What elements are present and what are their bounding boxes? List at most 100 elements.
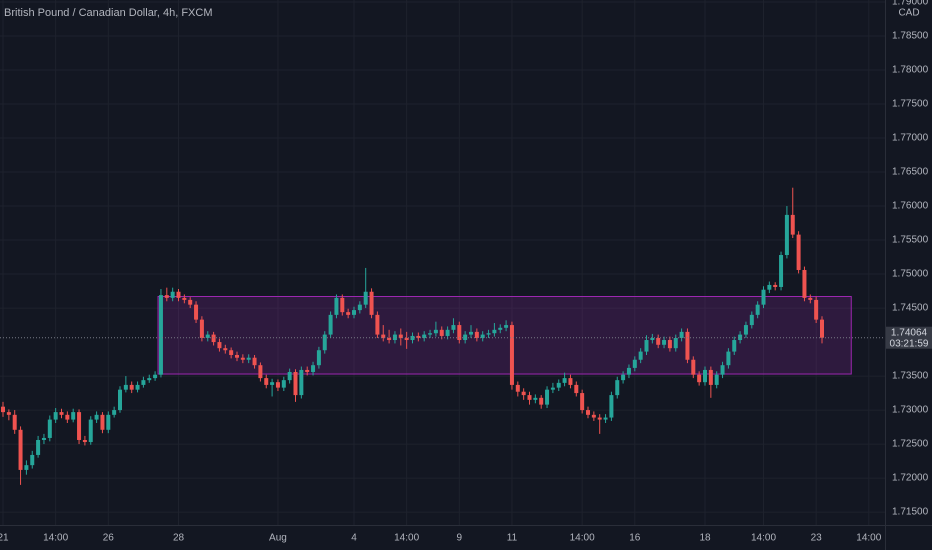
candle-body — [123, 384, 128, 390]
x-tick-label: 14:00 — [43, 533, 68, 544]
candle-body — [299, 369, 304, 396]
candle-body — [550, 387, 555, 390]
candle-body — [229, 350, 234, 355]
candle-body — [246, 357, 251, 360]
y-tick-label: 1.72000 — [892, 473, 929, 484]
candle-body — [252, 357, 257, 366]
candle-body — [404, 337, 409, 341]
candle-body — [94, 414, 99, 420]
y-tick-label: 1.77000 — [892, 133, 929, 144]
last-price-box — [886, 326, 932, 349]
candle-body — [492, 329, 497, 334]
candle-body — [732, 340, 737, 352]
candle-body — [106, 414, 111, 430]
candle-body — [346, 312, 351, 315]
candle-body — [685, 331, 690, 360]
candle-body — [65, 414, 70, 420]
candle-body — [743, 325, 748, 335]
candle-body — [784, 214, 789, 256]
candle-body — [392, 334, 397, 341]
candle-body — [311, 365, 316, 372]
candle-body — [568, 378, 573, 385]
candle-body — [36, 439, 41, 455]
y-tick-label: 1.71500 — [892, 507, 929, 518]
candle-body — [112, 410, 117, 415]
candle-body — [673, 337, 678, 349]
plot — [0, 187, 885, 485]
candle-body — [755, 304, 760, 315]
candle-body — [679, 331, 684, 338]
candle-body — [147, 378, 152, 381]
candle-body — [504, 325, 509, 328]
candle-body — [211, 334, 216, 343]
x-tick-label: 18 — [699, 533, 711, 544]
candle-body — [12, 414, 17, 430]
y-tick-label: 1.79000 — [892, 0, 929, 8]
candle-body — [451, 325, 456, 330]
last-price-label: 1.74064 — [891, 327, 928, 338]
candle-body — [363, 291, 368, 305]
candle-body — [240, 357, 245, 360]
candle-body — [135, 384, 140, 390]
candle-body — [662, 340, 667, 345]
candle-body — [597, 417, 602, 420]
candle-body — [480, 334, 485, 338]
candle-body — [369, 291, 374, 315]
y-tick-label: 1.73500 — [892, 371, 929, 382]
candle-body — [761, 289, 766, 305]
candle-body — [357, 304, 362, 311]
candle-body — [779, 255, 784, 287]
candle-body — [656, 337, 661, 345]
candle-body — [164, 295, 169, 298]
candle-body — [814, 299, 819, 320]
candle-body — [82, 439, 87, 443]
candle-body — [708, 369, 713, 385]
candle-body — [235, 354, 239, 358]
candle-body — [71, 412, 76, 420]
candle-body — [199, 319, 204, 338]
candle-body — [194, 304, 199, 320]
candle-body — [720, 365, 725, 375]
candle-body — [667, 340, 672, 349]
candle-body — [223, 348, 228, 351]
candle-body — [129, 384, 134, 390]
candle-body — [340, 297, 345, 313]
candle-body — [153, 374, 158, 379]
candle-body — [422, 334, 427, 338]
candle-body — [539, 397, 544, 405]
candle-body — [790, 214, 795, 235]
candle-body — [398, 334, 403, 338]
candle-body — [281, 380, 286, 388]
candle-body — [738, 334, 743, 341]
candle-body — [580, 393, 585, 411]
candle-body — [469, 331, 473, 335]
candle-body — [322, 334, 327, 351]
candle-body — [352, 310, 356, 315]
y-tick-label: 1.73000 — [892, 405, 929, 416]
candle-body — [41, 437, 46, 440]
candle-body — [205, 334, 210, 338]
y-tick-label: 1.78000 — [892, 65, 929, 76]
candle-body — [521, 391, 526, 396]
candle-body — [6, 412, 11, 415]
candle-body — [697, 374, 702, 383]
candle-body — [626, 367, 631, 375]
y-tick-label: 1.76000 — [892, 201, 929, 212]
candle-body — [141, 380, 146, 385]
x-tick-label: 23 — [811, 533, 823, 544]
y-tick-label: 1.78500 — [892, 31, 929, 42]
candle-body — [749, 314, 754, 326]
candle-body — [416, 335, 421, 338]
candle-body — [796, 234, 801, 270]
zone — [157, 296, 852, 375]
candle-body — [188, 299, 193, 305]
x-tick-label: 4 — [351, 533, 357, 544]
candle-body — [650, 337, 655, 341]
candle-body — [158, 295, 163, 375]
x-tick-label: 26 — [103, 533, 115, 544]
candle-body — [767, 284, 772, 290]
candle-body — [726, 351, 731, 366]
x-tick-label: 14:00 — [751, 533, 776, 544]
